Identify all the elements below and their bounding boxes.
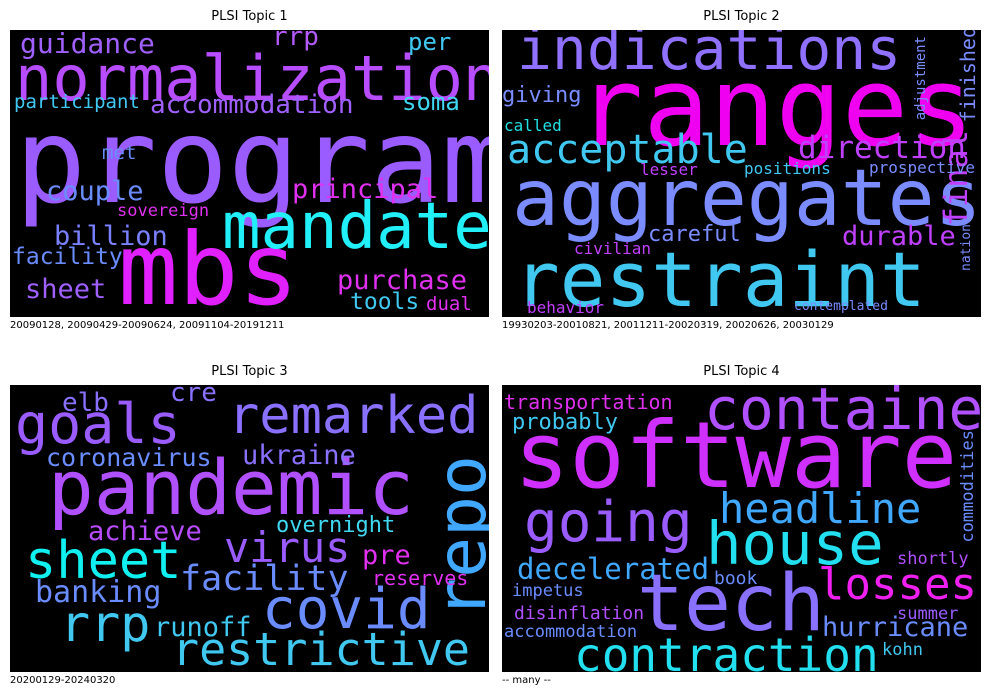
word-house: house (706, 509, 884, 578)
word-aggregates: aggregates (512, 154, 981, 244)
word-cloud: indications ranges aggregates restraint acce… (502, 30, 981, 317)
date-range-caption: 20090128, 20090429-20090624, 20091104-20… (10, 320, 285, 331)
word-nation: nation (959, 224, 974, 271)
date-range-caption: 20200129-20240320 (10, 675, 116, 686)
date-range-caption: -- many -- (502, 675, 551, 686)
word-careful: careful (648, 222, 741, 247)
word-accommodation: accommodation (150, 90, 354, 120)
word-pre: pre (362, 540, 411, 571)
word-sheet: sheet (25, 531, 182, 591)
word-billion: billion (54, 221, 168, 252)
word-called: called (504, 116, 562, 135)
word-indications: indications (517, 30, 902, 83)
word-acceptable: acceptable (507, 127, 748, 173)
word-remarked: remarked (228, 386, 479, 446)
word-runoff: runoff (154, 612, 252, 643)
topic-panel-3: PLSI Topic 3 pandemic goals remarked elb cre… (10, 355, 489, 695)
word-repo: repo (423, 455, 489, 619)
word-hurricane: hurricane (822, 612, 969, 643)
word-lesser: lesser (640, 160, 698, 179)
word-impetus: impetus (512, 581, 584, 601)
word-banking: banking (35, 575, 162, 610)
word-transportation: transportation (504, 390, 673, 414)
word-contraction: contraction (574, 628, 879, 672)
word-kohn: kohn (882, 640, 923, 660)
word-cloud: pandemic goals remarked elb cre coronavirus uk… (10, 385, 489, 672)
word-positions: positions (744, 159, 831, 178)
word-ukraine: ukraine (242, 440, 356, 471)
word-restraint: restraint (514, 235, 926, 318)
word-virus: virus (224, 523, 351, 572)
panel-title: PLSI Topic 2 (703, 9, 780, 24)
topic-panel-2: PLSI Topic 2 indications ranges aggregates… (502, 0, 981, 340)
word-sovereign: sovereign (117, 201, 210, 221)
word-shortly: shortly (897, 549, 969, 569)
word-cloud: transportationcontainedprobablysoftwarec… (502, 385, 981, 672)
word-goals: goals (15, 392, 181, 456)
word-participant: participant (14, 91, 140, 113)
word-losses: losses (818, 559, 977, 610)
word-dual: dual (426, 293, 472, 315)
word-finished: finished (956, 30, 980, 123)
word-mbs: mbs (118, 211, 299, 318)
word-cloud: program normalization mbs mandate guidance rr… (10, 30, 489, 317)
word-rrp: rrp (60, 595, 151, 653)
word-commodities: commodities (958, 430, 978, 543)
word-direction: direction (798, 130, 966, 166)
word-purchase: purchase (337, 265, 468, 296)
word-pandemic: pandemic (48, 443, 415, 532)
word-program: program (15, 92, 489, 230)
word-book: book (714, 568, 758, 589)
word-final: final (937, 130, 975, 227)
panel-title: PLSI Topic 1 (211, 9, 288, 24)
word-going: going (524, 490, 693, 555)
word-accommodation: accommodation (504, 622, 638, 642)
word-mandate: mandate (222, 190, 489, 264)
word-decelerated: decelerated (517, 552, 710, 586)
word-soma: soma (402, 88, 460, 116)
word-civilian: civilian (574, 239, 652, 258)
word-overnight: overnight (276, 513, 396, 538)
word-summer: summer (897, 604, 959, 624)
word-sheet: sheet (25, 274, 107, 305)
word-facility: facility (180, 559, 349, 599)
word-contained: contained (704, 385, 981, 443)
topic-panel-1: PLSI Topic 1 program normalization mbs mand… (10, 0, 489, 340)
topic-panel-4: PLSI Topic 4 transportation contained prob… (502, 355, 981, 695)
word-principal: principal (292, 174, 439, 205)
word-headline: headline (719, 484, 922, 533)
word-software: software (514, 402, 958, 509)
panel-title: PLSI Topic 3 (211, 364, 288, 379)
word-guidance: guidance (20, 30, 155, 60)
word-per: per (408, 30, 452, 56)
word-achieve: achieve (88, 516, 202, 547)
word-probably: probably (512, 410, 618, 435)
word-disinflation: disinflation (514, 603, 645, 624)
word-contemplated: contemplated (794, 299, 888, 314)
word-facility: facility (12, 244, 123, 270)
word-couple: couple (46, 176, 144, 207)
word-prospective: prospective (869, 158, 975, 177)
word-tech: tech (637, 559, 825, 649)
word-durable: durable (842, 221, 956, 252)
word-normalization: normalization (15, 42, 489, 115)
word-elb: elb (62, 388, 109, 418)
word-met: met (102, 142, 137, 164)
word-covid: covid (262, 577, 431, 642)
word-tools: tools (350, 289, 420, 315)
word-cre: cre (170, 385, 217, 408)
word-behavior: behavior (527, 298, 605, 317)
word-coronavirus: coronavirus (46, 443, 212, 472)
word-rrp: rrp (272, 30, 319, 52)
word-restrictive: restrictive (172, 623, 471, 672)
date-range-caption: 19930203-20010821, 20011211-20020319, 20… (502, 320, 834, 331)
word-ranges: ranges (577, 43, 975, 171)
word-reserves: reserves (372, 566, 469, 590)
panel-title: PLSI Topic 4 (703, 364, 780, 379)
word-giving: giving (502, 83, 582, 108)
word-adjustment: adjustment (913, 36, 929, 121)
